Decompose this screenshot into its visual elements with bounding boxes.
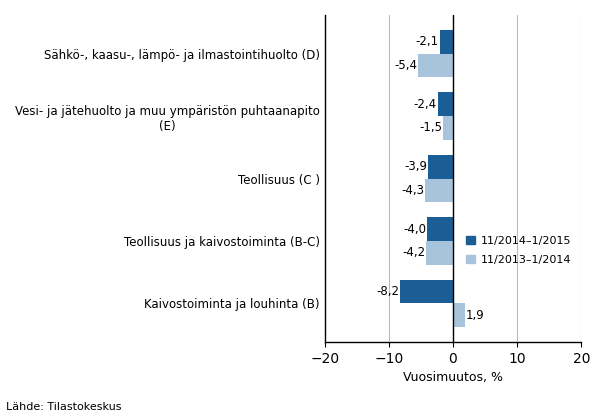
Bar <box>425 178 453 202</box>
Text: -2,1: -2,1 <box>416 35 439 48</box>
Text: -4,0: -4,0 <box>404 223 427 235</box>
Bar <box>428 155 453 178</box>
Text: -8,2: -8,2 <box>376 285 399 298</box>
Bar <box>437 92 453 116</box>
Text: -2,4: -2,4 <box>413 98 437 111</box>
Bar <box>439 30 453 54</box>
Text: -4,2: -4,2 <box>402 246 425 260</box>
Text: -1,5: -1,5 <box>419 121 442 134</box>
Bar <box>419 54 453 77</box>
Text: -3,9: -3,9 <box>404 160 427 173</box>
Text: -4,3: -4,3 <box>402 184 425 197</box>
Bar <box>427 217 453 241</box>
Bar <box>426 241 453 265</box>
Text: -5,4: -5,4 <box>394 59 417 72</box>
Bar <box>443 116 453 140</box>
X-axis label: Vuosimuutos, %: Vuosimuutos, % <box>403 371 503 384</box>
Bar <box>401 280 453 304</box>
Text: Lähde: Tilastokeskus: Lähde: Tilastokeskus <box>6 402 122 412</box>
Bar <box>453 304 465 327</box>
Legend: 11/2014–1/2015, 11/2013–1/2014: 11/2014–1/2015, 11/2013–1/2014 <box>462 231 576 270</box>
Text: 1,9: 1,9 <box>466 309 485 322</box>
